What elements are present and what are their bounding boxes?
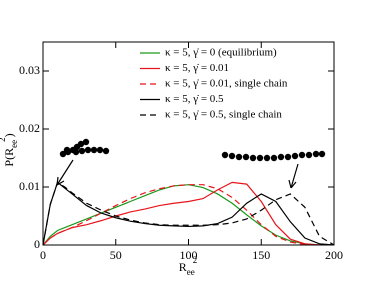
- y-tick-label: 0: [34, 237, 40, 251]
- legend-label: κ = 5, γ̇ = 0.5, single chain: [165, 109, 282, 121]
- x-tick-label: 200: [325, 248, 343, 262]
- y-label-sub: ee: [9, 140, 19, 148]
- x-tick-label: 0: [40, 248, 46, 262]
- x-label-sub: ee: [187, 267, 195, 277]
- x-label-main: R: [179, 260, 187, 274]
- x-tick-label: 150: [252, 248, 270, 262]
- chain-right: [221, 150, 326, 162]
- y-tick-label: 0.01: [19, 179, 40, 193]
- y-axis-label: P(Ree2): [0, 133, 19, 166]
- x-label-sup: 2: [193, 255, 198, 265]
- y-tick-label: 0.03: [19, 63, 40, 77]
- y-label-sup: 2: [0, 137, 7, 142]
- legend-label: κ = 5, γ̇ = 0.5: [165, 93, 224, 105]
- y-label-main: P(R: [2, 148, 16, 167]
- series-line: [43, 181, 334, 245]
- x-axis-label: Ree 2: [179, 255, 198, 277]
- legend-label: κ = 5, γ̇ = 0.01: [165, 62, 229, 74]
- x-tick-label: 100: [180, 248, 198, 262]
- plot-area: [43, 181, 334, 245]
- series-line: [43, 181, 334, 245]
- legend-label: κ = 5, γ̇ = 0 (equilibrium): [165, 47, 277, 59]
- arrows: [56, 159, 299, 189]
- chain-left: [59, 138, 110, 158]
- series-line: [43, 184, 334, 245]
- y-tick-label: 0.02: [19, 121, 40, 135]
- legend-label: κ = 5, γ̇ = 0.01, single chain: [165, 78, 288, 90]
- series-line: [43, 181, 334, 245]
- y-label-close: ): [2, 133, 16, 137]
- x-tick-label: 50: [110, 248, 122, 262]
